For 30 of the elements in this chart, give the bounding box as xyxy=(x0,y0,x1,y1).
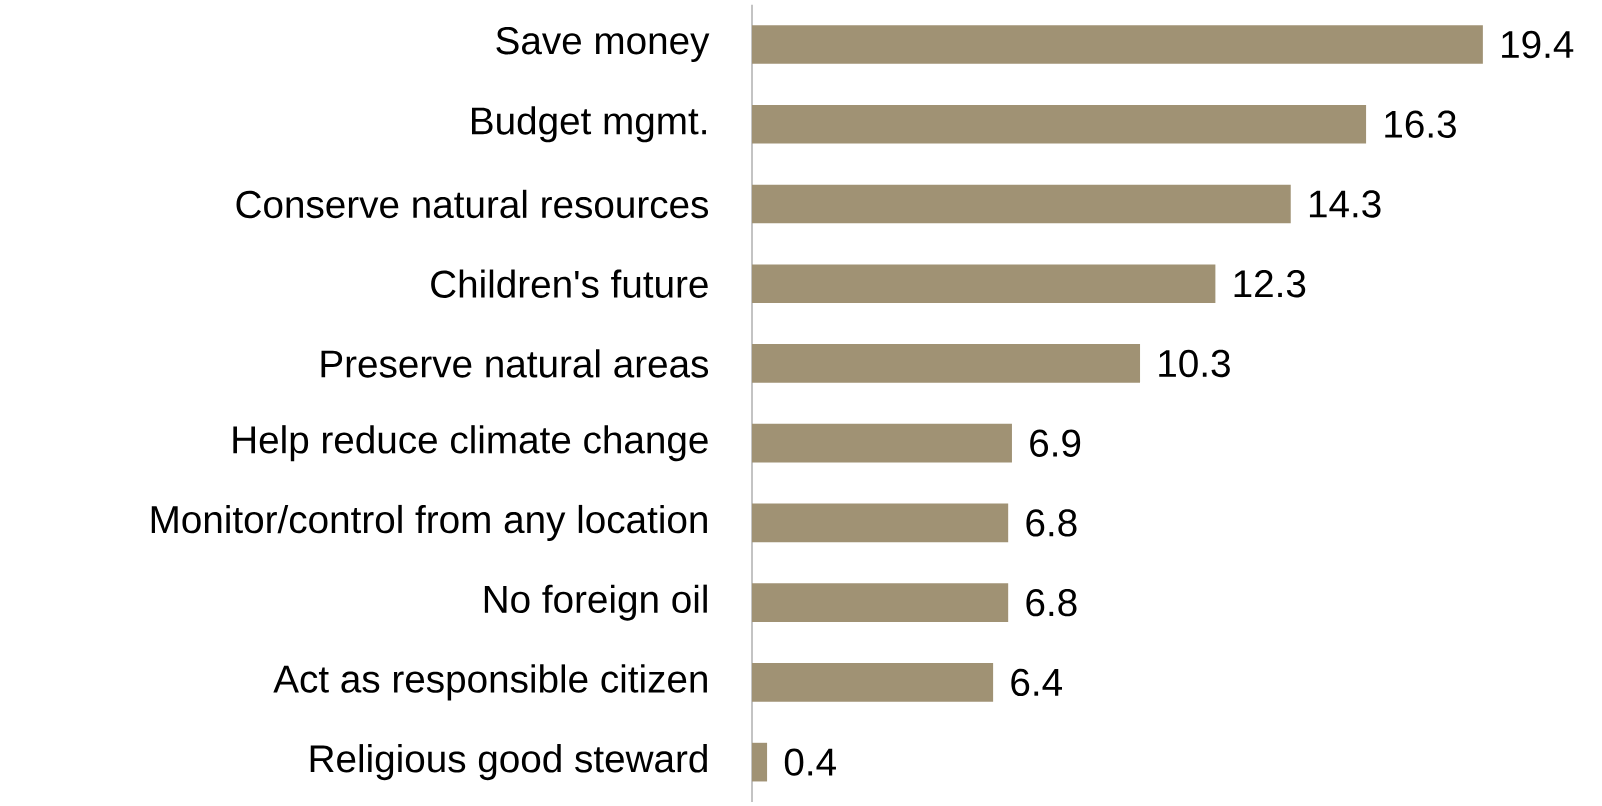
y-tick-label: Save money xyxy=(496,27,710,63)
bar xyxy=(752,503,1009,543)
data-label: 16.3 xyxy=(1385,110,1456,138)
bar xyxy=(752,104,1367,144)
data-label: 10.3 xyxy=(1159,349,1230,378)
bar xyxy=(752,25,1483,64)
data-label: 0.4 xyxy=(784,748,836,776)
y-tick-label: Conserve natural resources xyxy=(236,189,709,219)
data-label: 12.3 xyxy=(1234,270,1306,298)
data-label: 19.4 xyxy=(1502,30,1574,59)
bar xyxy=(752,742,768,782)
data-label: 6.8 xyxy=(1026,509,1077,537)
y-tick-label: Help reduce climate change xyxy=(233,425,708,462)
y-tick-label: Preserve natural areas xyxy=(321,349,709,378)
y-tick-label: Budget mgmt. xyxy=(471,106,706,143)
data-label: 14.3 xyxy=(1309,190,1381,218)
bar xyxy=(752,423,1012,463)
bar xyxy=(752,583,1009,622)
y-tick-label: Religious good steward xyxy=(310,744,707,781)
bar xyxy=(752,344,1141,383)
y-tick-label: No foreign oil xyxy=(484,584,707,621)
bar xyxy=(752,264,1216,304)
y-tick-label: Monitor/control from any location xyxy=(151,504,707,541)
data-label: 6.9 xyxy=(1030,429,1081,457)
bar xyxy=(752,184,1291,224)
data-label: 6.8 xyxy=(1026,588,1077,617)
y-tick-label: Act as responsible citizen xyxy=(273,664,707,701)
bar xyxy=(752,663,994,702)
data-label: 6.4 xyxy=(1011,668,1062,697)
y-tick-label: Children's future xyxy=(431,269,708,298)
